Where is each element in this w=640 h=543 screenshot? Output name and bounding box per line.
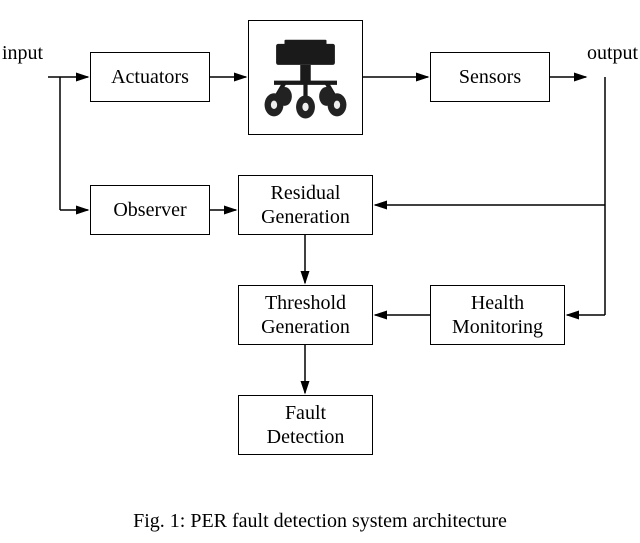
figure-caption: Fig. 1: PER fault detection system archi… (0, 510, 640, 533)
output-label: output (587, 42, 638, 65)
health-text: Health Monitoring (452, 291, 543, 339)
sensors-text: Sensors (459, 65, 521, 89)
rover-image-box (248, 20, 363, 135)
threshold-text: Threshold Generation (261, 291, 350, 339)
health-box: Health Monitoring (430, 285, 565, 345)
residual-text: Residual Generation (261, 181, 350, 229)
residual-box: Residual Generation (238, 175, 373, 235)
fault-box: Fault Detection (238, 395, 373, 455)
fault-text: Fault Detection (267, 401, 345, 449)
actuators-text: Actuators (111, 65, 189, 89)
observer-box: Observer (90, 185, 210, 235)
rover-icon (253, 25, 358, 130)
sensors-box: Sensors (430, 52, 550, 102)
diagram-canvas: input output Actuators Sensors (0, 0, 640, 543)
threshold-box: Threshold Generation (238, 285, 373, 345)
actuators-box: Actuators (90, 52, 210, 102)
observer-text: Observer (113, 198, 186, 222)
input-label: input (2, 42, 43, 65)
